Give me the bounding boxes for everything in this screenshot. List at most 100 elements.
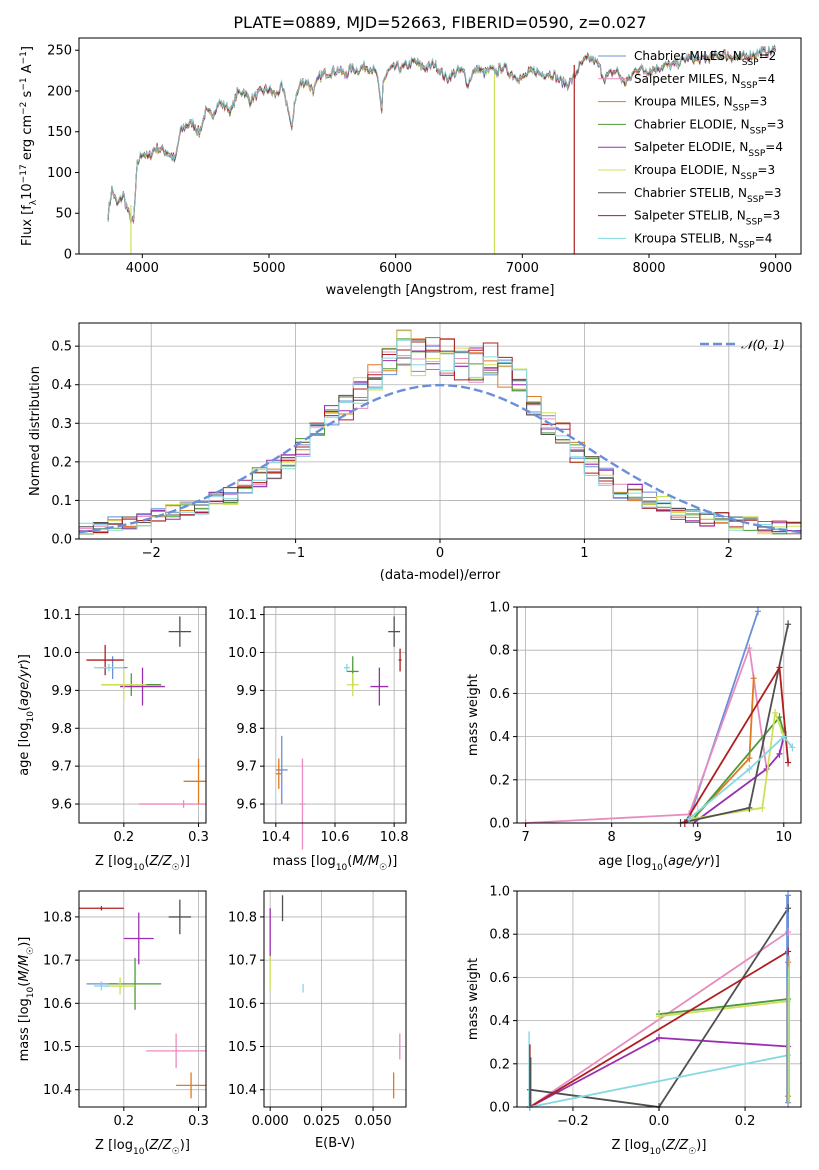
y-tick-label: 0.8 [489,644,510,659]
axis-ticks: 0.2 0.3 10.4 10.5 10.6 10.7 10.8 [43,910,209,1129]
y-axis-label: Flux [fλ10−17 erg cm−2 s−1 A−1] [19,46,39,246]
x-tick-label: 8000 [632,261,665,276]
y-tick-label: 0.3 [51,417,72,432]
legend-label-salpeter-elodie: Salpeter ELODIE, NSSP=4 [634,140,783,159]
component-stacks [528,895,790,1107]
panel-mass_vs_Z: 0.2 0.3 10.4 10.5 10.6 10.7 10.8 Z [log10(Z/Z☉)… [17,890,209,1157]
plot-frame [516,890,802,1108]
grid-lines [264,891,406,1107]
panel-spectrum: 4000 5000 6000 7000 8000 9000 0 50 100 150 200 250 P… [19,13,802,298]
x-axis-label: (data-model)/error [380,568,501,583]
x-axis-label: wavelength [Angstrom, rest frame] [326,283,555,298]
spectrum-line-kroupa-stelib [107,45,777,222]
y-tick-label: 9.8 [236,722,257,737]
panel-age_vs_Z: 0.2 0.3 9.6 9.7 9.8 9.9 10.0 10.1 Z [log10(Z/Z☉)… [17,606,209,873]
x-axis-label: age [log10(age/yr)] [598,854,720,873]
y-tick-label: 10.4 [43,1083,72,1098]
x-axis-label: mass [log10(M/M☉)] [273,854,398,873]
y-tick-label: 9.9 [51,684,72,699]
y-tick-label: 10.7 [228,954,257,969]
grid-lines [517,890,801,1108]
x-tick-label: 5000 [252,261,285,276]
y-tick-label: 0.2 [51,455,72,470]
x-tick-label: 2 [725,546,733,561]
axis-ticks: 0.2 0.3 9.6 9.7 9.8 9.9 10.0 10.1 [43,608,209,845]
y-tick-label: 1.0 [489,601,510,616]
x-tick-label: 0.050 [354,1114,391,1129]
y-tick-label: 0.8 [489,928,510,943]
x-tick-label: −0.2 [557,1114,589,1129]
legend-label-chabrier-elodie: Chabrier ELODIE, NSSP=3 [634,117,784,136]
error-crosses [269,895,401,1099]
weight-line-kroupa-stelib [688,735,794,820]
plot-frame [516,606,802,824]
grid-lines [79,607,206,823]
x-axis-label: Z [log10(Z/Z☉)] [95,854,190,873]
axis-ticks: 0.000 0.025 0.050 10.4 10.5 10.6 10.7 10.8 [228,910,392,1129]
legend-label-kroupa-elodie: Kroupa ELODIE, NSSP=3 [634,163,775,182]
x-tick-label: 10.6 [321,830,350,845]
legend: Chabrier MILES, NSSP=2 Salpeter MILES, NS… [598,49,784,250]
legend-label-kroupa-miles: Kroupa MILES, NSSP=3 [634,95,767,114]
x-axis-label: Z [log10(Z/Z☉)] [612,1138,707,1157]
x-tick-label: 7 [521,830,529,845]
grid-lines [79,891,206,1107]
axis-ticks: −2 −1 0 1 2 0.0 0.1 0.2 0.3 0.4 0.5 [51,340,733,561]
legend-label-chabrier-stelib: Chabrier STELIB, NSSP=3 [634,186,782,205]
histogram-step-kroupa-stelib [79,339,801,539]
y-tick-label: 200 [47,84,72,99]
y-axis-label: Normed distribution [28,366,43,496]
y-tick-label: 10.8 [228,910,257,925]
weight-line-salpeter-stelib [529,950,789,1108]
weight-series [522,607,796,827]
x-tick-label: 9 [694,830,702,845]
x-tick-label: 0.000 [252,1114,289,1129]
legend: 𝒩(0, 1) [700,338,785,352]
y-tick-label: 9.6 [236,798,257,813]
histogram-series [79,329,801,539]
panel-residuals: −2 −1 0 1 2 0.0 0.1 0.2 0.3 0.4 0.5 (data-model)/er… [28,322,802,583]
y-tick-label: 0.2 [489,1057,510,1072]
plot-frame [263,890,407,1108]
x-tick-label: 0.2 [735,1114,756,1129]
x-tick-label: 10.4 [261,830,290,845]
error-crosses [86,616,206,808]
y-tick-label: 9.8 [51,722,72,737]
legend-label-salpeter-miles: Salpeter MILES, NSSP=4 [634,72,775,91]
x-tick-label: 0.2 [113,830,134,845]
weight-line-salpeter-miles [525,647,768,824]
x-tick-label: 9000 [759,261,792,276]
x-tick-label: 8 [608,830,616,845]
x-tick-label: 4000 [126,261,159,276]
error-crosses [275,616,402,850]
y-tick-label: 0.6 [489,687,510,702]
x-tick-label: 0 [436,546,444,561]
y-tick-label: 0.0 [51,533,72,548]
y-tick-label: 50 [55,207,72,222]
x-tick-label: 10.8 [380,830,409,845]
y-axis-label: mass weight [466,958,481,1040]
y-tick-label: 10.0 [228,646,257,661]
x-tick-label: 0.3 [188,1114,209,1129]
legend-label-gaussian: 𝒩(0, 1) [741,338,785,352]
y-tick-label: 9.9 [236,684,257,699]
y-tick-label: 0.5 [51,340,72,355]
axis-ticks: 10.4 10.6 10.8 9.6 9.7 9.8 9.9 10.0 10.1 [228,608,409,845]
plot-frame [78,322,802,540]
y-axis-label: mass [log10(M/M☉)] [17,937,36,1062]
error-crosses [79,899,206,1099]
y-tick-label: 0.4 [489,730,510,745]
y-tick-label: 10.7 [43,954,72,969]
plot-frame [78,890,207,1108]
y-tick-label: 0.6 [489,971,510,986]
y-tick-label: 10.0 [43,646,72,661]
weight-line-salpeter-stelib [684,664,789,824]
weight-line-salpeter-elodie [692,736,785,824]
y-tick-label: 10.8 [43,910,72,925]
weight-line-kroupa-miles [692,678,755,820]
y-tick-label: 250 [47,44,72,59]
legend-label-chabrier-miles: Chabrier MILES, NSSP=2 [634,49,776,68]
x-tick-label: 0.025 [303,1114,340,1129]
panel-mass_vs_EBV: 0.000 0.025 0.050 10.4 10.5 10.6 10.7 10.8 E(B-V… [228,890,407,1151]
